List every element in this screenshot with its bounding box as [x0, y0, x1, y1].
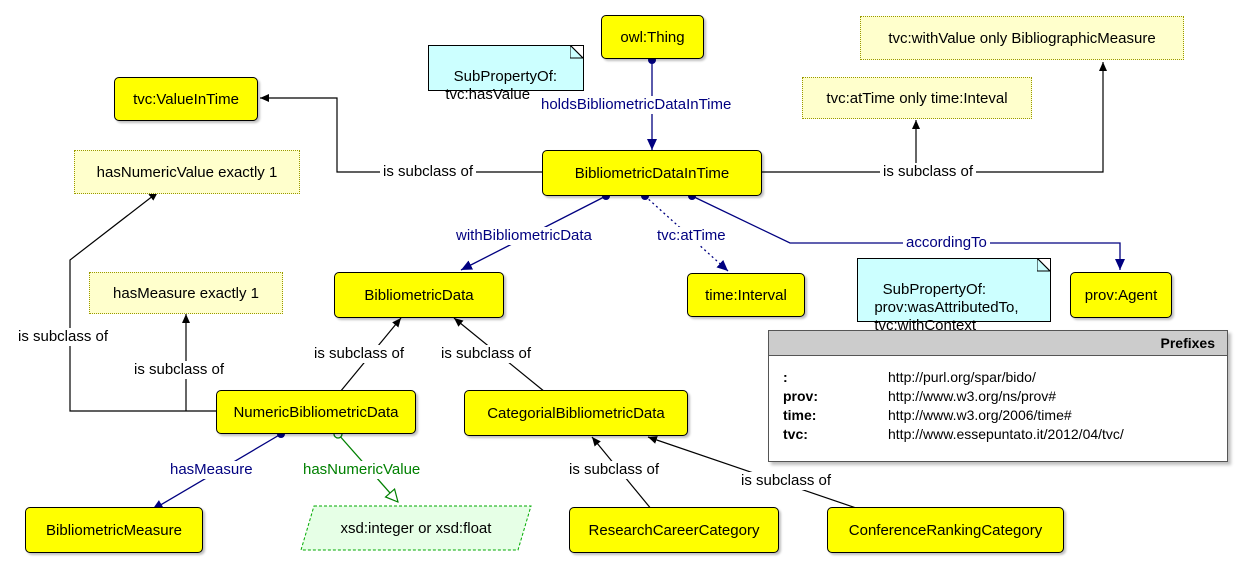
- restriction-with-value-only[interactable]: tvc:withValue only BibliographicMeasure: [860, 16, 1184, 60]
- prefixes-table: : http://purl.org/spar/bido/ prov: http:…: [783, 368, 1124, 444]
- label-according-to: accordingTo: [903, 234, 990, 252]
- edge-subclass-value-in-time: [260, 94, 542, 173]
- label-holds: holdsBibliometricDataInTime: [538, 96, 735, 114]
- label-subclass-right: is subclass of: [880, 163, 977, 181]
- restriction-has-numeric-value-exactly[interactable]: hasNumericValue exactly 1: [74, 150, 300, 194]
- label-subclass-has-measure: is subclass of: [131, 361, 228, 379]
- prefix-row: : http://purl.org/spar/bido/: [783, 368, 1124, 387]
- datatype-integer-or-float[interactable]: xsd:integer or xsd:float: [300, 505, 532, 551]
- prefix-iri: http://www.w3.org/2006/time#: [888, 407, 1072, 423]
- note-holds-text: SubPropertyOf: tvc:hasValue: [445, 68, 558, 103]
- prefix-iri: http://purl.org/spar/bido/: [888, 369, 1036, 385]
- class-numeric-bibliometric-data[interactable]: NumericBibliometricData: [216, 390, 416, 434]
- prefix-key: tvc:: [783, 426, 808, 442]
- note-holds-subproperty: SubPropertyOf: tvc:hasValue: [428, 45, 584, 103]
- prefix-key: prov:: [783, 388, 818, 404]
- label-subclass-categorial: is subclass of: [438, 345, 535, 363]
- label-subclass-outer-left: is subclass of: [15, 328, 112, 346]
- prefix-row: prov: http://www.w3.org/ns/prov#: [783, 387, 1124, 406]
- prefixes-title: Prefixes: [769, 331, 1227, 356]
- label-subclass-research-career: is subclass of: [566, 461, 663, 479]
- class-categorial-bibliometric-data[interactable]: CategorialBibliometricData: [464, 390, 688, 436]
- prefix-row: tvc: http://www.essepuntato.it/2012/04/t…: [783, 425, 1124, 444]
- note-according-text: SubPropertyOf: prov:wasAttributedTo, tvc…: [874, 281, 1019, 334]
- class-owl-thing[interactable]: owl:Thing: [601, 15, 704, 59]
- label-has-measure: hasMeasure: [167, 461, 256, 479]
- prefixes-panel: Prefixes : http://purl.org/spar/bido/ pr…: [768, 330, 1228, 462]
- class-value-in-time[interactable]: tvc:ValueInTime: [114, 77, 258, 121]
- edge-subclass-right-restrictions: [762, 62, 1107, 173]
- class-bibliometric-data[interactable]: BibliometricData: [334, 272, 504, 318]
- datatype-label: xsd:integer or xsd:float: [340, 519, 492, 537]
- label-subclass-value-in-time: is subclass of: [380, 163, 477, 181]
- label-with-bibliometric-data: withBibliometricData: [453, 227, 595, 245]
- restriction-has-measure-exactly[interactable]: hasMeasure exactly 1: [89, 272, 283, 314]
- class-conference-ranking-category[interactable]: ConferenceRankingCategory: [827, 507, 1064, 553]
- label-subclass-numeric: is subclass of: [311, 345, 408, 363]
- prefix-iri: http://www.w3.org/ns/prov#: [888, 388, 1057, 404]
- class-prov-agent[interactable]: prov:Agent: [1070, 272, 1172, 318]
- restriction-at-time-only[interactable]: tvc:atTime only time:Inteval: [802, 77, 1032, 119]
- prefix-iri: http://www.essepuntato.it/2012/04/tvc/: [888, 426, 1124, 442]
- class-time-interval[interactable]: time:Interval: [687, 273, 805, 317]
- class-bibliometric-measure[interactable]: BibliometricMeasure: [25, 507, 203, 553]
- label-subclass-conference-ranking: is subclass of: [738, 472, 835, 490]
- note-corner-icon: [570, 45, 584, 59]
- prefix-key: time:: [783, 407, 817, 423]
- note-according-subproperty: SubPropertyOf: prov:wasAttributedTo, tvc…: [857, 258, 1051, 334]
- label-has-numeric-value: hasNumericValue: [300, 461, 424, 479]
- class-bibliometric-data-in-time[interactable]: BibliometricDataInTime: [542, 150, 762, 196]
- note-corner-icon: [1037, 258, 1051, 272]
- prefix-key: :: [783, 369, 788, 385]
- label-at-time: tvc:atTime: [654, 227, 729, 245]
- prefix-row: time: http://www.w3.org/2006/time#: [783, 406, 1124, 425]
- class-research-career-category[interactable]: ResearchCareerCategory: [569, 507, 779, 553]
- datatype-shape: [300, 505, 532, 551]
